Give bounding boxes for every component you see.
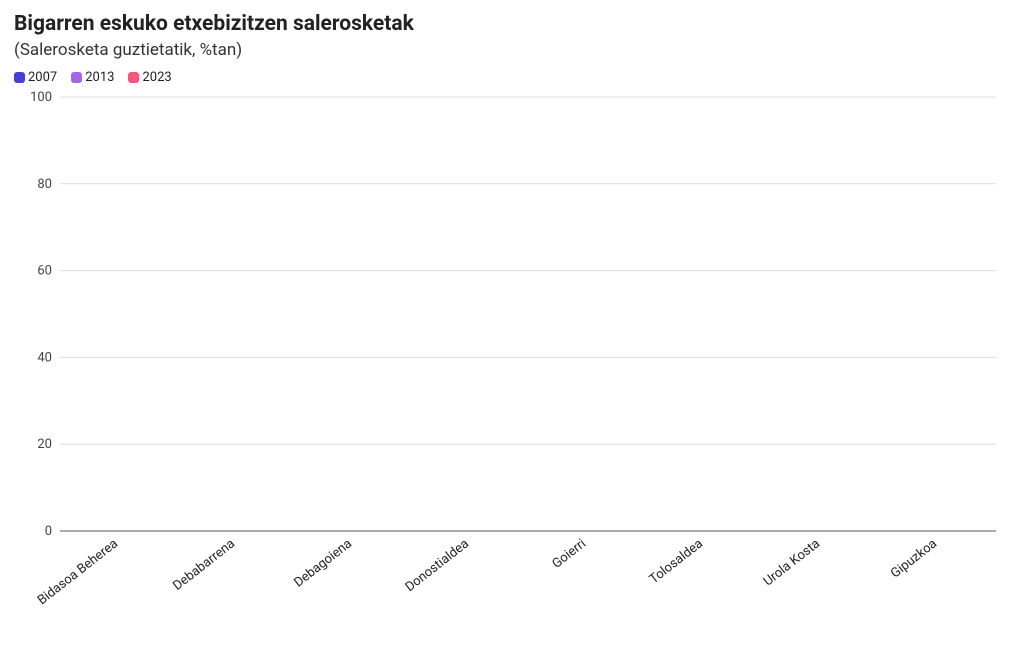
legend-item: 2023 [128, 70, 171, 85]
bar-chart: 0 20 40 60 80 100 Bidasoa Beherea Debabarrena De… [14, 91, 1006, 621]
x-tick-label: Goierri [550, 536, 589, 571]
legend-item: 2013 [71, 70, 114, 85]
x-tick-label: Tolosaldea [647, 536, 706, 587]
chart-title: Bigarren eskuko etxebizitzen salerosketa… [14, 12, 1006, 36]
legend-item: 2007 [14, 70, 57, 85]
x-tick-label: Urola Kosta [761, 536, 823, 589]
y-tick-label: 60 [37, 264, 52, 279]
chart-subtitle: (Salerosketa guztietatik, %tan) [14, 40, 1006, 60]
y-tick-label: 100 [30, 91, 52, 105]
y-tick-label: 80 [37, 177, 52, 192]
legend: 2007 2013 2023 [14, 70, 1006, 85]
chart-svg: 0 20 40 60 80 100 Bidasoa Beherea Debabarrena De… [14, 91, 1006, 621]
legend-swatch [71, 72, 82, 83]
legend-swatch [14, 72, 25, 83]
x-tick-label: Donostialdea [403, 536, 472, 595]
y-tick-label: 40 [37, 350, 52, 365]
legend-swatch [128, 72, 139, 83]
y-tick-label: 0 [45, 524, 52, 539]
x-tick-label: Debabarrena [170, 536, 238, 593]
x-tick-label: Gipuzkoa [888, 536, 940, 581]
x-tick-label: Debagoiena [291, 536, 354, 590]
y-tick-label: 20 [37, 437, 52, 452]
legend-label: 2013 [85, 70, 114, 85]
legend-label: 2023 [142, 70, 171, 85]
legend-label: 2007 [28, 70, 57, 85]
x-tick-label: Bidasoa Beherea [35, 536, 121, 608]
